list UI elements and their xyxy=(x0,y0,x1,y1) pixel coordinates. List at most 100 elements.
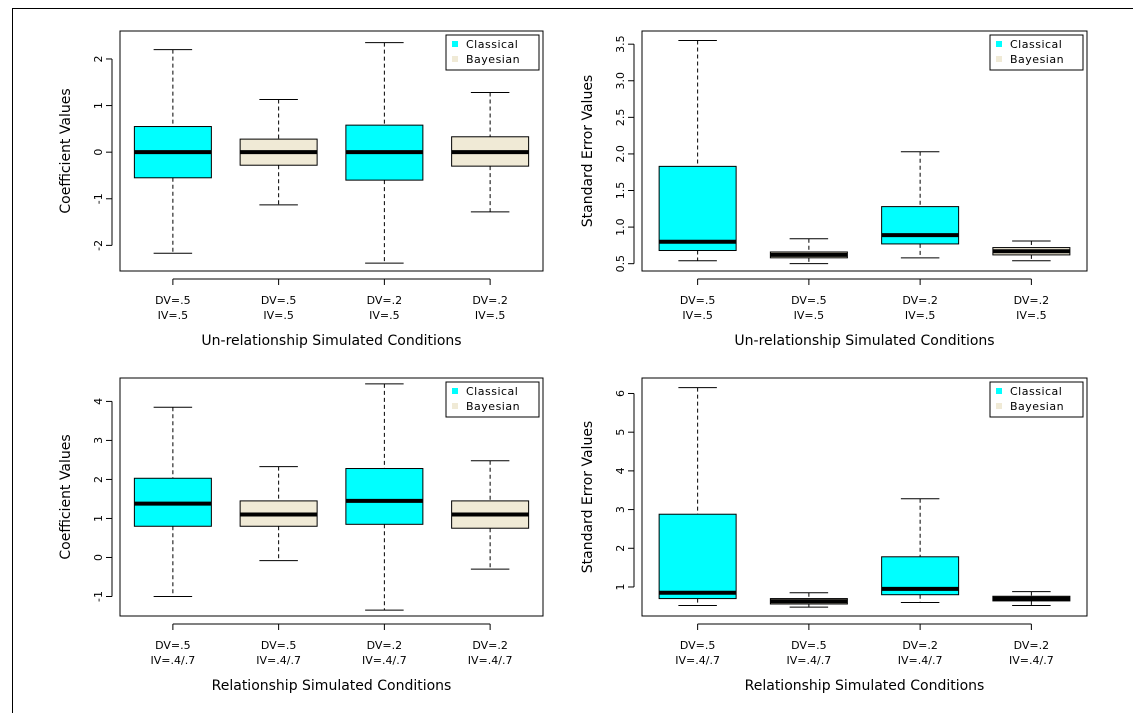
box-bayesian-2 xyxy=(239,466,318,562)
legend-box xyxy=(445,34,540,71)
y-tick-label: 0.5 xyxy=(614,255,627,273)
x-tick-label-iv: IV=.4/.7 xyxy=(675,654,720,667)
legend-box xyxy=(989,34,1084,71)
x-tick-label-iv: IV=.5 xyxy=(475,309,505,322)
box-body xyxy=(658,513,737,600)
legend: Classical Bayesian xyxy=(445,34,540,71)
legend-label-bayesian: Bayesian xyxy=(1010,400,1064,413)
box-body xyxy=(881,206,960,245)
y-tick-label: -1 xyxy=(92,591,105,602)
y-tick-label: -1 xyxy=(92,193,105,204)
legend-swatch-classical xyxy=(996,388,1002,394)
y-tick-label: 3 xyxy=(614,506,627,513)
x-tick-label-dv: DV=.2 xyxy=(367,639,403,652)
x-tick-label-iv: IV=.4/.7 xyxy=(362,654,407,667)
x-tick-label-dv: DV=.5 xyxy=(155,294,191,307)
y-tick-label: 0 xyxy=(92,554,105,561)
y-tick-label: 3 xyxy=(92,437,105,444)
box-bayesian-2 xyxy=(769,592,848,608)
x-tick-label-iv: IV=.5 xyxy=(794,309,824,322)
box-bayesian-2 xyxy=(769,238,848,265)
box-classical-1 xyxy=(133,49,212,254)
chart-panel-1: -2 -1 0 1 2 Coefficient Values DV=.5 IV=.5 DV=.5… xyxy=(58,30,544,349)
x-tick-label-dv: DV=.2 xyxy=(1014,639,1050,652)
box-body xyxy=(345,468,424,525)
legend-swatch-bayesian xyxy=(452,403,458,409)
legend: Classical Bayesian xyxy=(445,381,540,418)
x-tick-label-dv: DV=.5 xyxy=(791,294,827,307)
y-axis-title: Coefficient Values xyxy=(58,88,74,213)
legend-swatch-bayesian xyxy=(452,56,458,62)
y-tick-label: -2 xyxy=(92,240,105,251)
y-tick-label: 0 xyxy=(92,149,105,156)
box-classical-1 xyxy=(658,387,737,607)
box-classical-3 xyxy=(881,498,960,603)
y-tick-label: 4 xyxy=(614,467,627,474)
y-tick-label: 2 xyxy=(92,55,105,62)
legend: Classical Bayesian xyxy=(989,34,1084,71)
x-tick-label-dv: DV=.2 xyxy=(1014,294,1050,307)
x-tick-label-iv: IV=.4/.7 xyxy=(256,654,301,667)
y-tick-label: 1 xyxy=(614,583,627,590)
y-tick-label: 2.0 xyxy=(614,145,627,163)
x-tick-label-iv: IV=.5 xyxy=(263,309,293,322)
legend-label-classical: Classical xyxy=(1010,38,1062,51)
plot-border xyxy=(119,30,544,272)
box-classical-1 xyxy=(658,40,737,262)
legend-label-bayesian: Bayesian xyxy=(1010,53,1064,66)
x-tick-label-dv: DV=.2 xyxy=(902,639,938,652)
x-tick-label-dv: DV=.2 xyxy=(367,294,403,307)
y-tick-label: 2 xyxy=(92,476,105,483)
figure-frame xyxy=(12,8,1133,713)
legend-label-bayesian: Bayesian xyxy=(466,53,520,66)
legend-swatch-classical xyxy=(452,41,458,47)
box-body xyxy=(658,165,737,252)
x-tick-label-dv: DV=.5 xyxy=(261,294,297,307)
x-tick-label-iv: IV=.5 xyxy=(1016,309,1046,322)
x-tick-label-dv: DV=.2 xyxy=(902,294,938,307)
y-tick-label: 1 xyxy=(92,515,105,522)
y-tick-label: 4 xyxy=(92,398,105,405)
x-tick-label-iv: IV=.5 xyxy=(158,309,188,322)
x-axis-title: Relationship Simulated Conditions xyxy=(212,678,452,694)
box-bayesian-4 xyxy=(992,591,1071,607)
legend-swatch-bayesian xyxy=(996,403,1002,409)
plot-border xyxy=(641,30,1088,272)
legend-box xyxy=(445,381,540,418)
plot-border xyxy=(641,377,1088,617)
legend-label-classical: Classical xyxy=(1010,385,1062,398)
y-tick-label: 3.0 xyxy=(614,72,627,90)
y-tick-label: 1 xyxy=(92,102,105,109)
x-tick-label-iv: IV=.4/.7 xyxy=(898,654,943,667)
x-tick-label-iv: IV=.5 xyxy=(682,309,712,322)
x-tick-label-dv: DV=.5 xyxy=(680,294,716,307)
x-tick-label-iv: IV=.4/.7 xyxy=(787,654,832,667)
chart-panel-2: 0.5 1.0 1.5 2.0 2.5 3.0 3.5 Standard Error Valu… xyxy=(580,30,1088,349)
x-axis-title: Un-relationship Simulated Conditions xyxy=(734,333,994,349)
x-tick-label-dv: DV=.5 xyxy=(261,639,297,652)
legend: Classical Bayesian xyxy=(989,381,1084,418)
x-tick-label-dv: DV=.5 xyxy=(155,639,191,652)
box-bayesian-4 xyxy=(451,92,530,213)
box-classical-3 xyxy=(345,383,424,611)
y-axis-title: Standard Error Values xyxy=(580,421,596,573)
box-classical-3 xyxy=(881,151,960,259)
legend-swatch-bayesian xyxy=(996,56,1002,62)
box-classical-3 xyxy=(345,42,424,264)
box-bayesian-2 xyxy=(239,99,318,206)
chart-panel-4: 1 2 3 4 5 6 Standard Error Values DV=.5 IV=.4/.7… xyxy=(580,377,1088,694)
x-tick-label-dv: DV=.2 xyxy=(472,639,508,652)
x-tick-label-iv: IV=.4/.7 xyxy=(468,654,513,667)
y-tick-label: 2 xyxy=(614,545,627,552)
box-bayesian-4 xyxy=(992,240,1071,262)
x-tick-label-iv: IV=.5 xyxy=(905,309,935,322)
x-axis-title: Relationship Simulated Conditions xyxy=(745,678,985,694)
x-tick-label-dv: DV=.5 xyxy=(680,639,716,652)
legend-label-classical: Classical xyxy=(466,38,518,51)
legend-label-bayesian: Bayesian xyxy=(466,400,520,413)
y-tick-label: 5 xyxy=(614,429,627,436)
y-tick-label: 2.5 xyxy=(614,109,627,127)
legend-label-classical: Classical xyxy=(466,385,518,398)
x-tick-label-iv: IV=.5 xyxy=(369,309,399,322)
